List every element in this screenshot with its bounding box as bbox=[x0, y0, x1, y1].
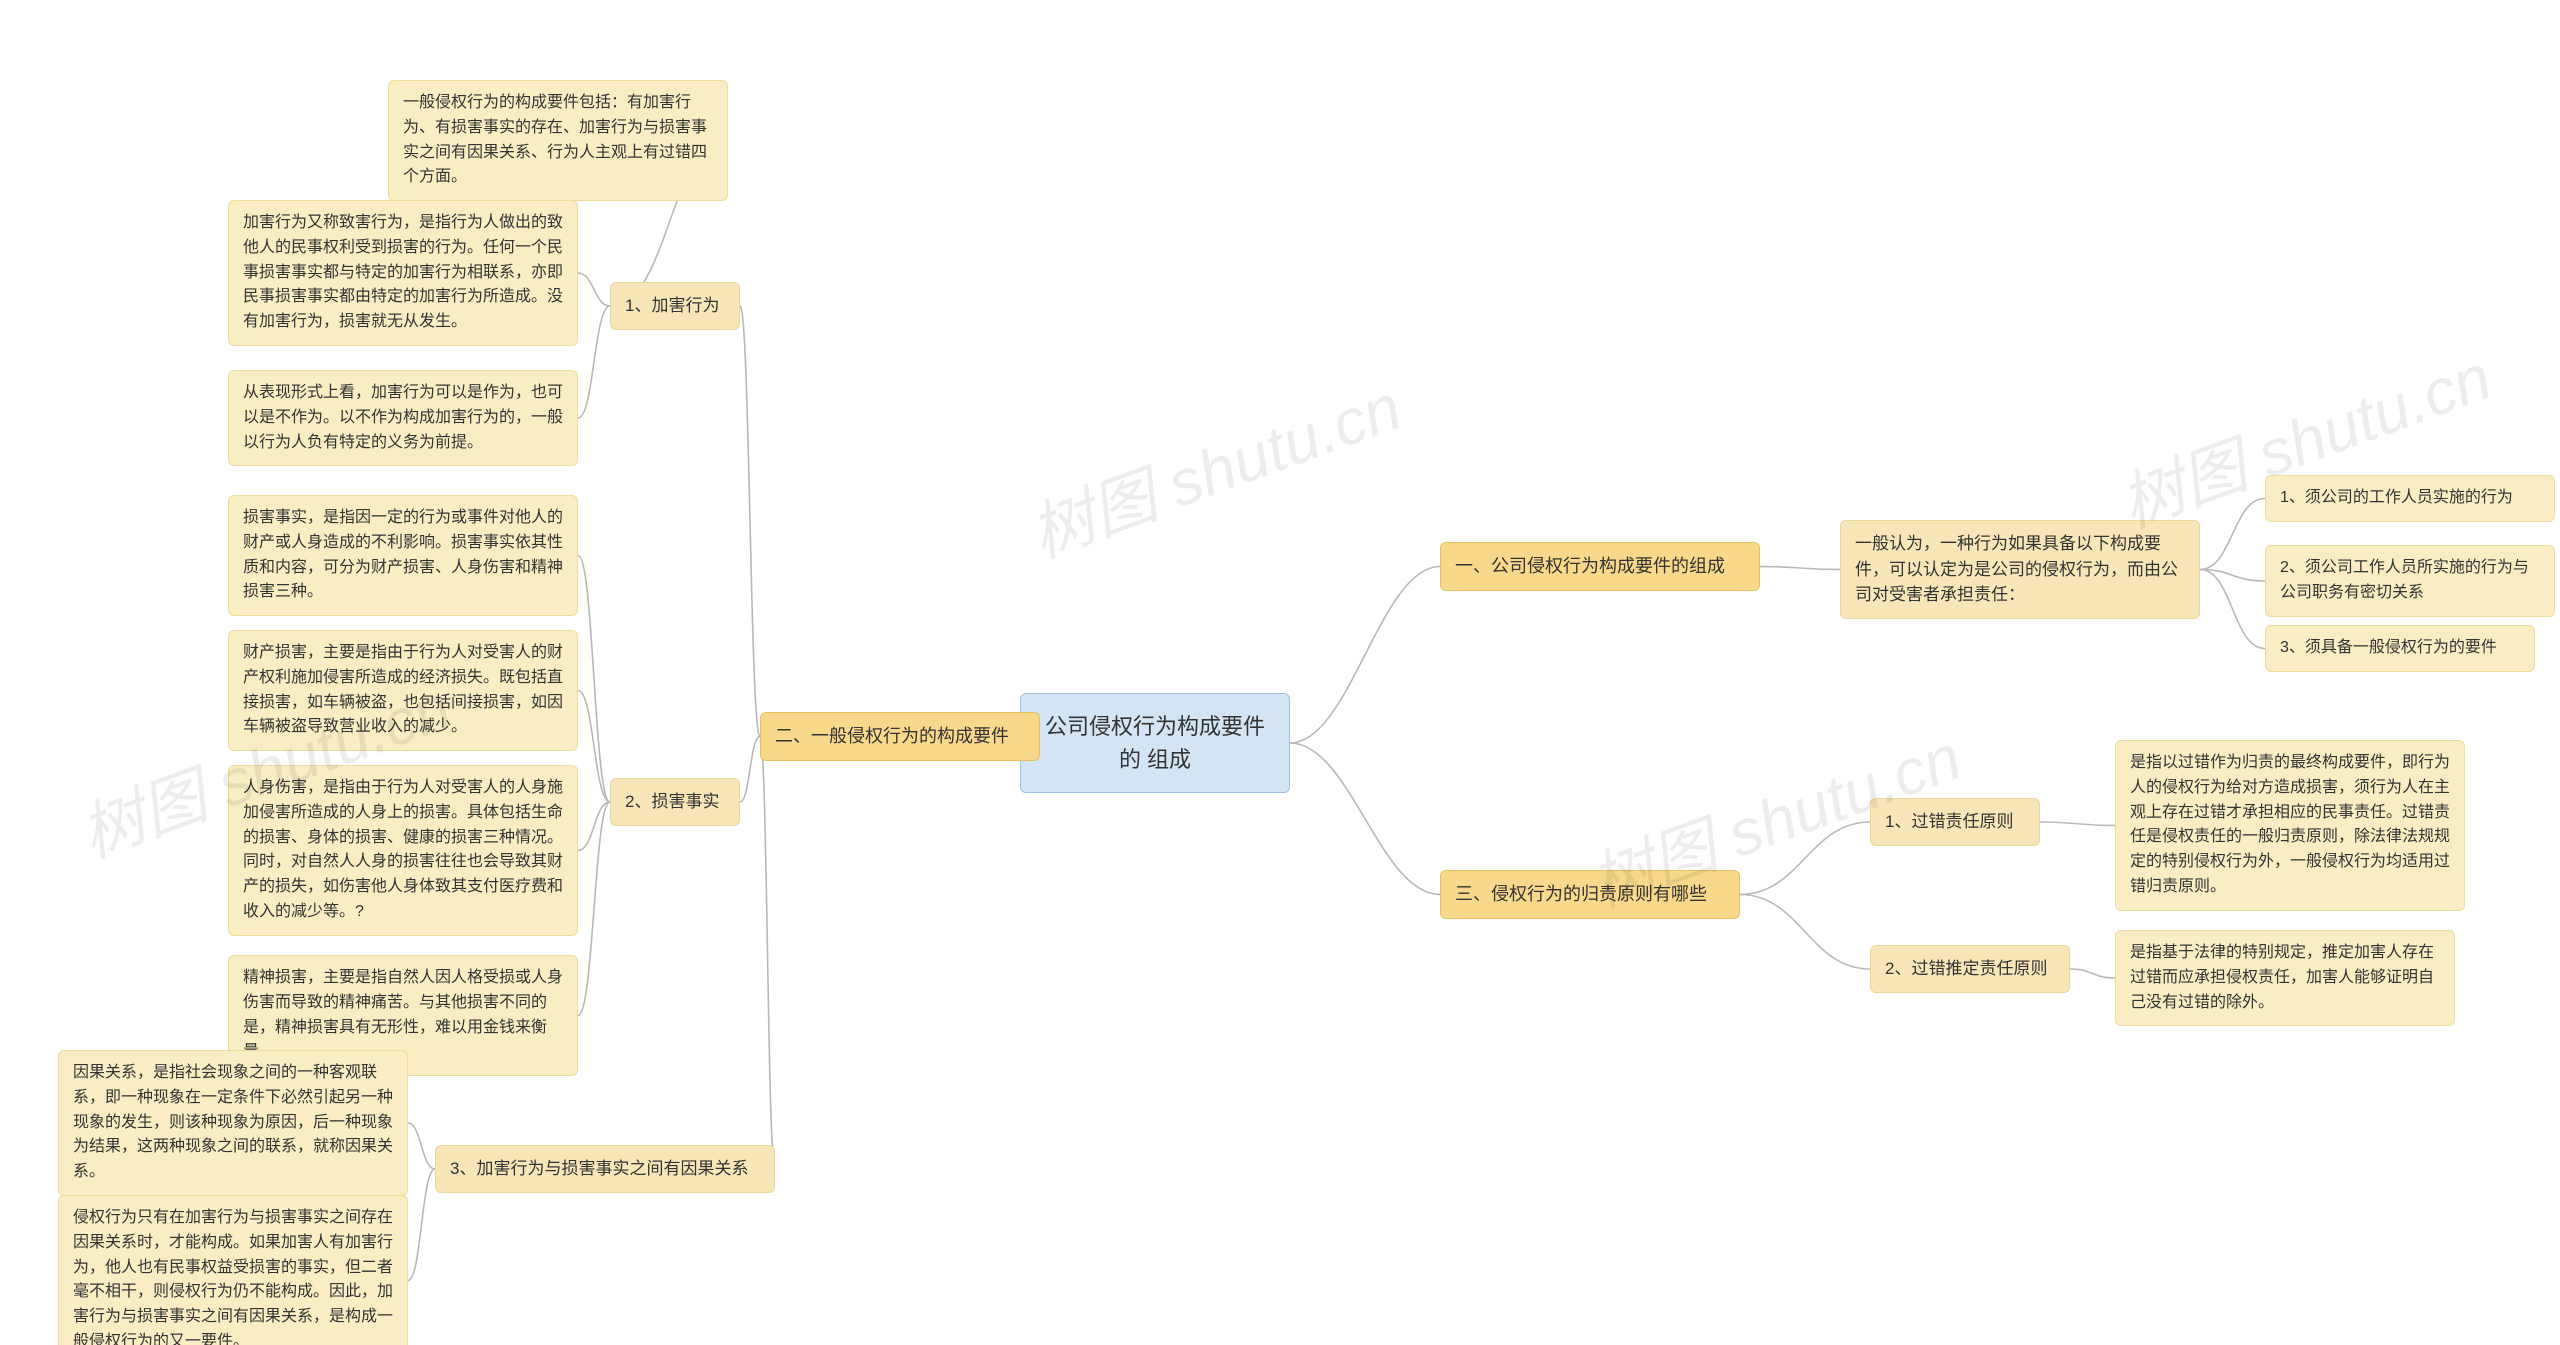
edge bbox=[578, 802, 610, 851]
edge bbox=[578, 691, 610, 803]
leaf-b2s2l2[interactable]: 财产损害，主要是指由于行为人对受害人的财产权利施加侵害所造成的经济损失。既包括直… bbox=[228, 630, 578, 751]
leaf-b2s1l2[interactable]: 从表现形式上看，加害行为可以是作为，也可以是不作为。以不作为构成加害行为的，一般… bbox=[228, 370, 578, 466]
leaf-b2s3l2[interactable]: 侵权行为只有在加害行为与损害事实之间存在因果关系时，才能构成。如果加害人有加害行… bbox=[58, 1195, 408, 1345]
leaf-b2s2l1[interactable]: 损害事实，是指因一定的行为或事件对他人的财产或人身造成的不利影响。损害事实依其性… bbox=[228, 495, 578, 616]
sub-b2s3[interactable]: 3、加害行为与损害事实之间有因果关系 bbox=[435, 1145, 775, 1193]
edge bbox=[1740, 822, 1870, 895]
edge bbox=[2200, 499, 2265, 570]
edge bbox=[408, 1123, 435, 1169]
edge bbox=[1290, 567, 1440, 744]
leaf-b2s2l3[interactable]: 人身伤害，是指由于行为人对受害人的人身施加侵害所造成的人身上的损害。具体包括生命… bbox=[228, 765, 578, 936]
edge bbox=[1740, 895, 1870, 970]
edge bbox=[1290, 743, 1440, 895]
branch-b2[interactable]: 二、一般侵权行为的构成要件 bbox=[760, 712, 1040, 761]
edge bbox=[578, 273, 610, 306]
sub-b1s1[interactable]: 一般认为，一种行为如果具备以下构成要件，可以认定为是公司的侵权行为，而由公司对受… bbox=[1840, 520, 2200, 619]
edge bbox=[578, 306, 610, 418]
leaf-b3s1l1[interactable]: 是指以过错作为归责的最终构成要件，即行为人的侵权行为给对方造成损害，须行为人在主… bbox=[2115, 740, 2465, 911]
edge bbox=[740, 737, 760, 803]
sub-b2s2[interactable]: 2、损害事实 bbox=[610, 778, 740, 826]
edge bbox=[2200, 570, 2265, 649]
edge bbox=[2200, 570, 2265, 582]
leaf-b1s1l1[interactable]: 1、须公司的工作人员实施的行为 bbox=[2265, 475, 2555, 522]
leaf-b2s1l0[interactable]: 一般侵权行为的构成要件包括：有加害行为、有损害事实的存在、加害行为与损害事实之间… bbox=[388, 80, 728, 201]
edge bbox=[408, 1169, 435, 1281]
edge bbox=[740, 306, 760, 737]
leaf-b1s1l2[interactable]: 2、须公司工作人员所实施的行为与公司职务有密切关系 bbox=[2265, 545, 2555, 617]
leaf-b2s3l1[interactable]: 因果关系，是指社会现象之间的一种客观联系，即一种现象在一定条件下必然引起另一种现… bbox=[58, 1050, 408, 1196]
edge bbox=[760, 737, 775, 1170]
edge bbox=[2070, 969, 2115, 978]
branch-b1[interactable]: 一、公司侵权行为构成要件的组成 bbox=[1440, 542, 1760, 591]
sub-b2s1[interactable]: 1、加害行为 bbox=[610, 282, 740, 330]
edge bbox=[578, 556, 610, 803]
edge bbox=[1760, 567, 1840, 570]
mindmap-canvas: 公司侵权行为构成要件的 组成 一、公司侵权行为构成要件的组成二、一般侵权行为的构成… bbox=[0, 0, 2560, 1345]
edge bbox=[578, 802, 610, 1016]
root-node[interactable]: 公司侵权行为构成要件的 组成 bbox=[1020, 693, 1290, 793]
sub-b3s1[interactable]: 1、过错责任原则 bbox=[1870, 798, 2040, 846]
leaf-b3s2l1[interactable]: 是指基于法律的特别规定，推定加害人存在过错而应承担侵权责任，加害人能够证明自己没… bbox=[2115, 930, 2455, 1026]
leaf-b2s1l1[interactable]: 加害行为又称致害行为，是指行为人做出的致他人的民事权利受到损害的行为。任何一个民… bbox=[228, 200, 578, 346]
sub-b3s2[interactable]: 2、过错推定责任原则 bbox=[1870, 945, 2070, 993]
watermark: 树图 shutu.cn bbox=[1016, 356, 1412, 575]
branch-b3[interactable]: 三、侵权行为的归责原则有哪些 bbox=[1440, 870, 1740, 919]
edge bbox=[2040, 822, 2115, 826]
leaf-b1s1l3[interactable]: 3、须具备一般侵权行为的要件 bbox=[2265, 625, 2535, 672]
